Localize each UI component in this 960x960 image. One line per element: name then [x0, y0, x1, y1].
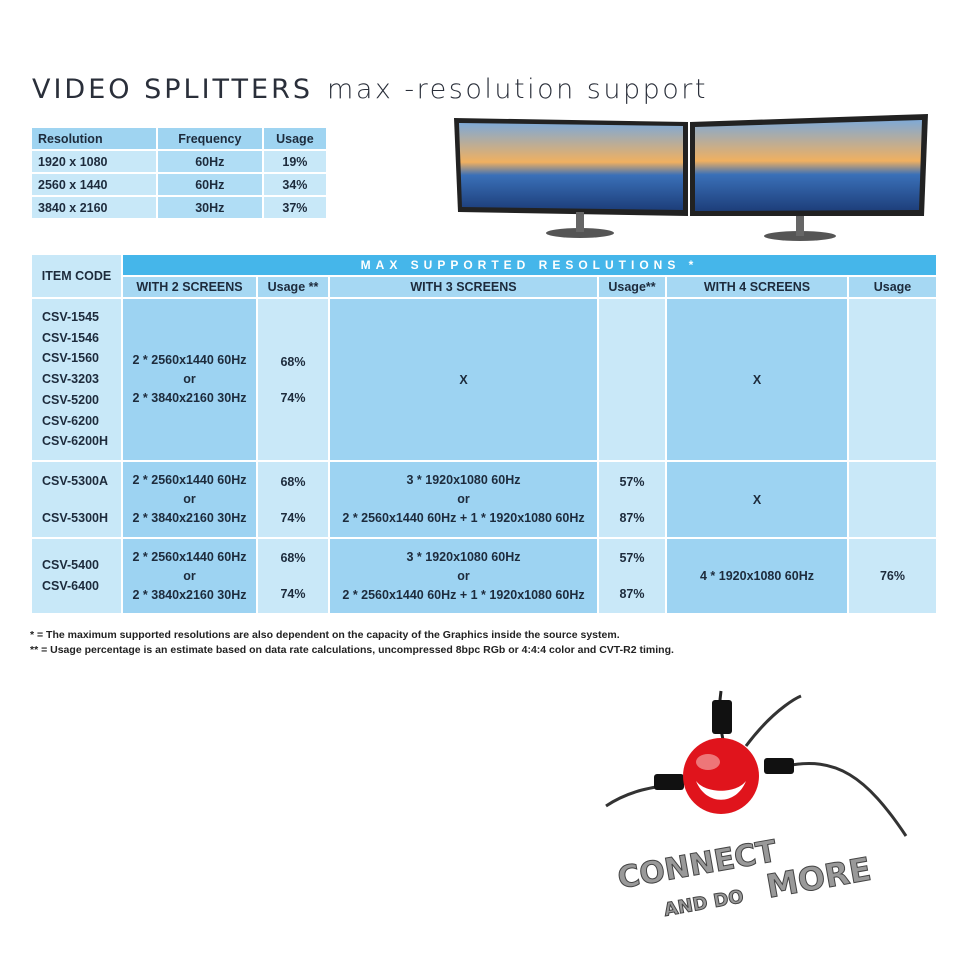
- res-text: or: [457, 492, 470, 506]
- logo-more: MORE: [763, 850, 874, 906]
- usage: 68%: [280, 474, 306, 489]
- usage: 68%: [280, 551, 306, 565]
- max-resolution-table: ITEM CODE MAX SUPPORTED RESOLUTIONS * WIT…: [30, 253, 938, 615]
- item-code: CSV-6200: [42, 413, 99, 428]
- cell: 37%: [261, 195, 329, 220]
- item-codes: CSV-1545 CSV-1546 CSV-1560 CSV-3203 CSV-5200…: [30, 297, 123, 462]
- usage: 87%: [619, 510, 645, 525]
- cell: 60Hz: [155, 149, 264, 174]
- res-text: 2 * 3840x2160 30Hz: [132, 511, 247, 525]
- usage: 74%: [280, 510, 306, 525]
- res-text: or: [183, 492, 196, 506]
- three-screens-cell: 3 * 1920x1080 60Hz or 2 * 2560x1440 60Hz +…: [328, 460, 599, 539]
- col-header: Usage **: [256, 275, 330, 299]
- usage-cell: 57% 87%: [597, 537, 667, 615]
- item-code: CSV-1546: [42, 330, 99, 345]
- usage-cell: [847, 297, 938, 462]
- item-codes: CSV-5400 CSV-6400: [30, 537, 123, 615]
- four-screens-cell: X: [665, 460, 849, 539]
- footnote: * = The maximum supported resolutions ar…: [30, 629, 620, 641]
- res-text: 2 * 3840x2160 30Hz: [132, 587, 247, 602]
- usage: 87%: [619, 587, 645, 601]
- usage-cell: 76%: [847, 537, 938, 615]
- usage-cell: 68% 74%: [256, 297, 330, 462]
- table-row: 1920 x 1080 60Hz 19%: [30, 149, 329, 174]
- cell: 34%: [261, 172, 329, 197]
- col-header: WITH 4 SCREENS: [665, 275, 849, 299]
- title-sub: max -resolution support: [327, 74, 708, 105]
- res-text: or: [183, 372, 196, 386]
- three-screens-cell: X: [328, 297, 599, 462]
- usage: 57%: [619, 551, 645, 565]
- item-code: CSV-5200: [42, 392, 99, 407]
- cell: 2560 x 1440: [30, 172, 158, 197]
- usage: 68%: [280, 354, 306, 369]
- col-header: Resolution: [30, 126, 158, 151]
- res-text: or: [457, 568, 470, 583]
- footnotes: * = The maximum supported resolutions ar…: [30, 628, 674, 658]
- col-header: Usage**: [597, 275, 667, 299]
- table-row: 2560 x 1440 60Hz 34%: [30, 172, 329, 197]
- res-text: 3 * 1920x1080 60Hz: [406, 549, 521, 564]
- res-text: 2 * 2560x1440 60Hz: [132, 549, 247, 564]
- two-screens-cell: 2 * 2560x1440 60Hz or 2 * 3840x2160 30Hz: [121, 297, 258, 462]
- item-code: CSV-3203: [42, 372, 99, 387]
- two-screens-cell: 2 * 2560x1440 60Hz or 2 * 3840x2160 30Hz: [121, 460, 258, 539]
- cell: 19%: [261, 149, 329, 174]
- col-header: WITH 3 SCREENS: [328, 275, 599, 299]
- res-text: 2 * 2560x1440 60Hz: [132, 473, 247, 487]
- item-code: CSV-6400: [42, 579, 99, 593]
- usage-cell: 57% 87%: [597, 460, 667, 539]
- cell: 1920 x 1080: [30, 149, 158, 174]
- item-code-header: ITEM CODE: [30, 253, 123, 299]
- col-header: Usage: [847, 275, 938, 299]
- four-screens-cell: 4 * 1920x1080 60Hz: [665, 537, 849, 615]
- res-text: 3 * 1920x1080 60Hz: [406, 473, 521, 487]
- usage: 74%: [280, 390, 306, 405]
- item-code: CSV-6200H: [42, 434, 109, 449]
- col-header: Usage: [261, 126, 329, 151]
- res-text: 2 * 2560x1440 60Hz + 1 * 1920x1080 60Hz: [342, 511, 585, 525]
- usage-cell: 68% 74%: [256, 537, 330, 615]
- four-screens-cell: X: [665, 297, 849, 462]
- res-text: 2 * 3840x2160 30Hz: [132, 391, 247, 405]
- usage: 74%: [280, 587, 306, 601]
- item-code: CSV-5300H: [42, 510, 109, 525]
- res-text: or: [183, 568, 196, 583]
- col-header: Frequency: [155, 126, 264, 151]
- table-row: CSV-1545 CSV-1546 CSV-1560 CSV-3203 CSV-5200…: [30, 297, 938, 462]
- logo-connect: CONNECT: [615, 834, 780, 896]
- usage-cell: [597, 297, 667, 462]
- item-code: CSV-1545: [42, 310, 99, 325]
- cell: 30Hz: [155, 195, 264, 220]
- max-supported-banner: MAX SUPPORTED RESOLUTIONS *: [121, 253, 938, 277]
- table-row: CSV-5300A CSV-5300H 2 * 2560x1440 60Hz or 2…: [30, 460, 938, 539]
- col-header: WITH 2 SCREENS: [121, 275, 258, 299]
- item-code: CSV-5400: [42, 558, 99, 573]
- footnote: ** = Usage percentage is an estimate bas…: [30, 644, 674, 656]
- cell: 60Hz: [155, 172, 264, 197]
- usage-cell: [847, 460, 938, 539]
- cell: 3840 x 2160: [30, 195, 158, 220]
- two-screens-cell: 2 * 2560x1440 60Hz or 2 * 3840x2160 30Hz: [121, 537, 258, 615]
- page-title: VIDEO SPLITTERS max -resolution support: [32, 74, 708, 105]
- resolution-table: Resolution Frequency Usage 1920 x 1080 60Hz…: [30, 126, 329, 220]
- dual-monitor-image: [454, 114, 928, 241]
- logo-and-do: AND DO: [662, 886, 745, 921]
- title-main: VIDEO SPLITTERS: [32, 74, 314, 105]
- res-text: 2 * 2560x1440 60Hz: [132, 353, 247, 367]
- three-screens-cell: 3 * 1920x1080 60Hz or 2 * 2560x1440 60Hz +…: [328, 537, 599, 615]
- table-row: 3840 x 2160 30Hz 37%: [30, 195, 329, 220]
- usage: 57%: [619, 474, 645, 489]
- item-code: CSV-1560: [42, 351, 99, 366]
- table-row: CSV-5400 CSV-6400 2 * 2560x1440 60Hz or 2 *…: [30, 537, 938, 615]
- connect-and-do-more-logo: CONNECT AND DO MORE: [605, 690, 908, 921]
- item-code: CSV-5300A: [42, 473, 109, 488]
- res-text: 2 * 2560x1440 60Hz + 1 * 1920x1080 60Hz: [342, 587, 585, 602]
- item-codes: CSV-5300A CSV-5300H: [30, 460, 123, 539]
- usage-cell: 68% 74%: [256, 460, 330, 539]
